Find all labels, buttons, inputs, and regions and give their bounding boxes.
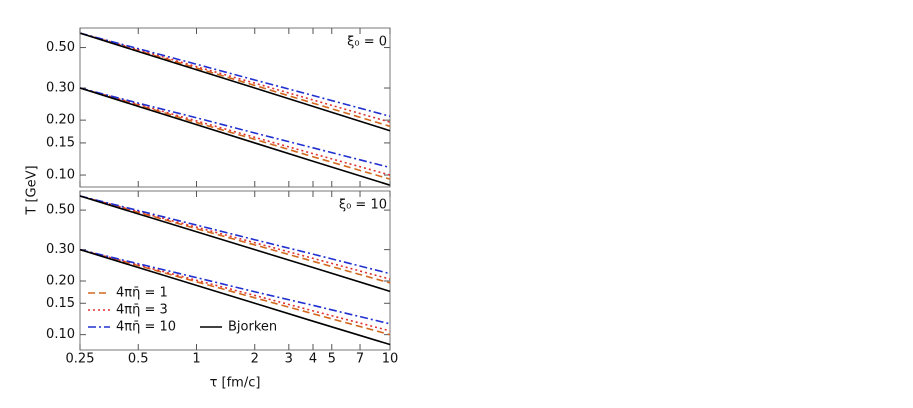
x-tick-label: 7 bbox=[356, 352, 364, 367]
curve bbox=[79, 87, 391, 186]
curve bbox=[79, 87, 391, 176]
legend-label: 4πη̄ = 10 bbox=[116, 320, 176, 335]
annotation: ξ₀ = 10 bbox=[339, 198, 387, 213]
curve bbox=[79, 32, 391, 118]
curve bbox=[79, 248, 391, 346]
curve bbox=[79, 32, 391, 132]
y-tick-label: 0.50 bbox=[46, 203, 75, 218]
curve bbox=[79, 248, 391, 325]
x-tick-label: 4 bbox=[309, 352, 317, 367]
legend-label: Bjorken bbox=[228, 320, 277, 335]
plot-frame bbox=[79, 27, 391, 188]
curve bbox=[79, 32, 391, 123]
curve bbox=[79, 248, 391, 332]
y-tick-label: 0.30 bbox=[46, 81, 75, 96]
y-tick-label: 0.10 bbox=[46, 327, 75, 342]
y-tick-label: 0.50 bbox=[46, 40, 75, 55]
y-tick-label: 0.10 bbox=[46, 168, 75, 183]
curve bbox=[79, 195, 391, 293]
x-tick-label: 5 bbox=[328, 352, 336, 367]
legend-label: 4πη̄ = 1 bbox=[116, 286, 168, 301]
legend-label: 4πη̄ = 3 bbox=[116, 303, 168, 318]
curve bbox=[79, 87, 391, 180]
y-tick-label: 0.30 bbox=[46, 242, 75, 257]
y-tick-label: 0.15 bbox=[46, 135, 75, 150]
x-axis-label: τ [fm/c] bbox=[210, 376, 261, 391]
x-tick-label: 0.25 bbox=[66, 352, 95, 367]
y-tick-label: 0.20 bbox=[46, 274, 75, 289]
curve bbox=[79, 87, 391, 169]
annotation: ξ₀ = 0 bbox=[347, 35, 387, 50]
plot-frame bbox=[79, 190, 391, 351]
x-tick-label: 1 bbox=[192, 352, 200, 367]
curve bbox=[79, 195, 391, 275]
y-tick-label: 0.15 bbox=[46, 296, 75, 311]
x-tick-label: 3 bbox=[285, 352, 293, 367]
curve bbox=[79, 195, 391, 280]
y-tick-label: 0.20 bbox=[46, 113, 75, 128]
x-tick-label: 2 bbox=[251, 352, 259, 367]
y-axis-label: T [GeV] bbox=[25, 165, 40, 215]
x-tick-label: 0.5 bbox=[128, 352, 149, 367]
x-tick-label: 10 bbox=[382, 352, 399, 367]
